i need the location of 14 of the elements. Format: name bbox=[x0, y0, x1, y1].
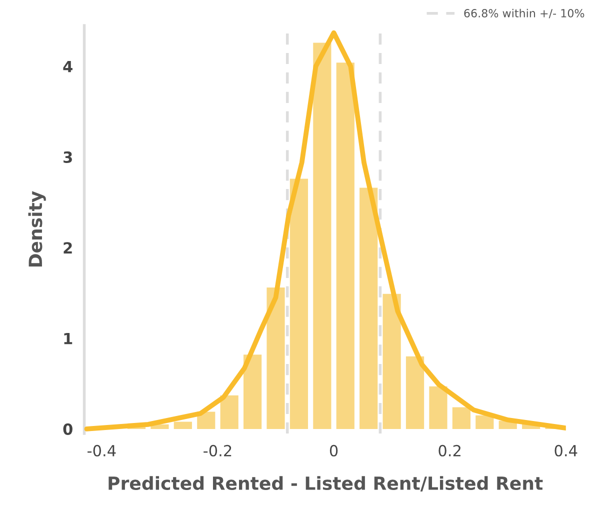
y-tick-label: 0 bbox=[63, 423, 72, 435]
line-series bbox=[84, 30, 566, 432]
y-tick-label: 1 bbox=[64, 332, 72, 344]
y-tick-label: 4 bbox=[63, 60, 72, 72]
x-axis-title: Predicted Rented - Listed Rent/Listed Rent bbox=[108, 476, 543, 492]
x-tick-label: 0.2 bbox=[438, 444, 460, 456]
x-tick-label: 0 bbox=[330, 444, 338, 456]
y-tick-label: 3 bbox=[64, 151, 72, 163]
y-axis-title: Density bbox=[28, 191, 46, 267]
x-tick-label: -0.4 bbox=[88, 444, 116, 456]
y-tick-label: 2 bbox=[64, 242, 72, 254]
x-tick-label: -0.2 bbox=[204, 444, 232, 456]
x-tick-label: 0.4 bbox=[554, 444, 578, 456]
legend-label: 66.8% within +/- 10% bbox=[464, 8, 584, 18]
